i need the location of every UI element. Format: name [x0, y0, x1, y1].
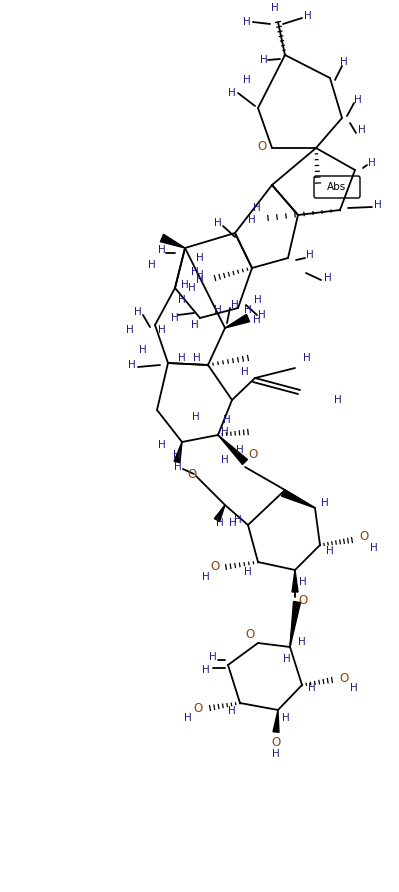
Polygon shape: [214, 505, 225, 522]
Text: H: H: [178, 353, 186, 363]
Polygon shape: [290, 601, 300, 647]
Text: H: H: [244, 567, 252, 577]
Text: H: H: [191, 267, 199, 277]
Text: H: H: [324, 273, 332, 283]
Text: H: H: [196, 270, 204, 280]
Text: H: H: [228, 88, 236, 98]
Text: H: H: [158, 245, 166, 255]
Text: H: H: [209, 652, 217, 662]
Text: H: H: [181, 280, 189, 290]
Text: H: H: [308, 683, 316, 693]
Text: H: H: [228, 706, 236, 716]
Text: H: H: [196, 275, 204, 285]
Text: H: H: [258, 310, 266, 320]
Text: O: O: [245, 629, 255, 641]
FancyBboxPatch shape: [314, 176, 360, 198]
Text: H: H: [282, 713, 290, 723]
Text: O: O: [210, 560, 219, 574]
Text: H: H: [271, 3, 279, 13]
Polygon shape: [218, 435, 247, 465]
Text: H: H: [229, 518, 237, 528]
Text: H: H: [196, 253, 204, 263]
Text: H: H: [171, 313, 179, 323]
Text: H: H: [214, 218, 222, 228]
Text: H: H: [368, 158, 376, 168]
Text: H: H: [178, 295, 186, 305]
Text: O: O: [257, 141, 267, 153]
Text: O: O: [188, 467, 197, 481]
Text: H: H: [192, 412, 200, 422]
Text: H: H: [221, 427, 229, 437]
Text: Abs: Abs: [327, 182, 347, 192]
Text: H: H: [128, 360, 136, 370]
Text: H: H: [304, 11, 312, 21]
Polygon shape: [160, 235, 185, 248]
Text: H: H: [253, 203, 261, 213]
Text: H: H: [243, 17, 251, 27]
Text: H: H: [299, 577, 307, 587]
Text: H: H: [184, 713, 192, 723]
Text: O: O: [271, 736, 280, 748]
Text: H: H: [173, 450, 181, 460]
Text: H: H: [253, 315, 261, 325]
Polygon shape: [282, 490, 315, 508]
Text: H: H: [236, 445, 244, 455]
Text: H: H: [193, 353, 201, 363]
Text: H: H: [158, 325, 166, 335]
Text: H: H: [134, 307, 142, 317]
Text: H: H: [248, 215, 256, 225]
Text: H: H: [370, 543, 378, 553]
Text: H: H: [326, 546, 334, 556]
Text: H: H: [303, 353, 311, 363]
Text: H: H: [214, 305, 222, 315]
Text: H: H: [241, 367, 249, 377]
Text: O: O: [359, 531, 369, 543]
Text: H: H: [231, 300, 239, 310]
Text: H: H: [244, 305, 252, 315]
Text: H: H: [340, 57, 348, 67]
Text: H: H: [254, 295, 262, 305]
Polygon shape: [292, 570, 298, 592]
Text: H: H: [188, 283, 196, 293]
Text: H: H: [221, 455, 229, 465]
Text: H: H: [148, 260, 156, 270]
Text: H: H: [306, 250, 314, 260]
Text: H: H: [223, 415, 231, 425]
Polygon shape: [174, 442, 182, 463]
Text: H: H: [358, 125, 366, 135]
Polygon shape: [273, 710, 279, 732]
Text: O: O: [194, 701, 203, 714]
Text: H: H: [174, 462, 182, 472]
Text: H: H: [350, 683, 358, 693]
Text: H: H: [139, 345, 147, 355]
Text: H: H: [283, 654, 291, 664]
Text: H: H: [234, 515, 242, 525]
Text: H: H: [202, 572, 210, 582]
Polygon shape: [225, 314, 250, 328]
Text: H: H: [243, 75, 251, 85]
Text: H: H: [272, 749, 280, 759]
Text: H: H: [354, 95, 362, 105]
Text: H: H: [298, 637, 306, 647]
Text: H: H: [191, 320, 199, 330]
Text: H: H: [216, 518, 224, 528]
Text: H: H: [202, 665, 210, 675]
Text: O: O: [248, 448, 258, 460]
Text: H: H: [158, 440, 166, 450]
Text: H: H: [374, 200, 382, 210]
Text: O: O: [340, 672, 349, 684]
Text: H: H: [321, 498, 329, 508]
Text: H: H: [334, 395, 342, 405]
Text: H: H: [260, 55, 268, 65]
Text: O: O: [298, 593, 308, 607]
Text: H: H: [126, 325, 134, 335]
